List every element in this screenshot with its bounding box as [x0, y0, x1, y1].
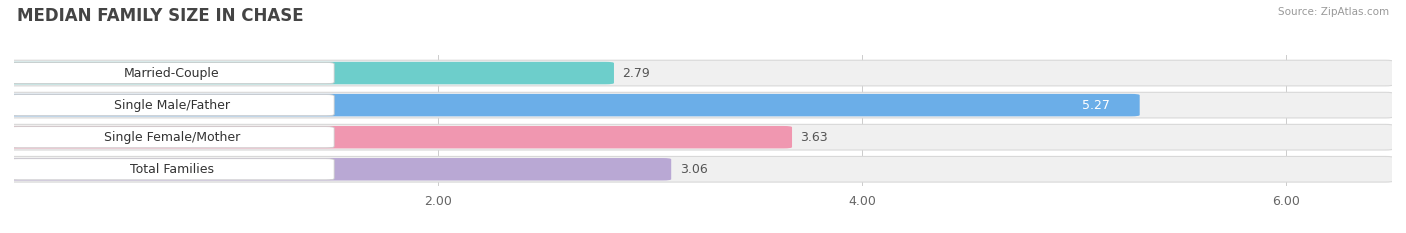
Text: 3.63: 3.63: [800, 131, 828, 144]
Text: 3.06: 3.06: [679, 163, 707, 176]
FancyBboxPatch shape: [6, 158, 671, 181]
FancyBboxPatch shape: [6, 62, 614, 84]
FancyBboxPatch shape: [6, 60, 1393, 86]
Text: Single Female/Mother: Single Female/Mother: [104, 131, 240, 144]
Text: MEDIAN FAMILY SIZE IN CHASE: MEDIAN FAMILY SIZE IN CHASE: [17, 7, 304, 25]
FancyBboxPatch shape: [10, 127, 335, 148]
FancyBboxPatch shape: [6, 126, 792, 148]
FancyBboxPatch shape: [10, 159, 335, 180]
Text: Single Male/Father: Single Male/Father: [114, 99, 231, 112]
Text: Married-Couple: Married-Couple: [124, 67, 219, 79]
Text: 5.27: 5.27: [1083, 99, 1109, 112]
FancyBboxPatch shape: [6, 92, 1393, 118]
FancyBboxPatch shape: [6, 124, 1393, 150]
FancyBboxPatch shape: [6, 94, 1140, 116]
FancyBboxPatch shape: [6, 156, 1393, 182]
Text: Total Families: Total Families: [129, 163, 214, 176]
Text: 2.79: 2.79: [623, 67, 650, 79]
FancyBboxPatch shape: [10, 62, 335, 84]
Text: Source: ZipAtlas.com: Source: ZipAtlas.com: [1278, 7, 1389, 17]
FancyBboxPatch shape: [10, 95, 335, 116]
